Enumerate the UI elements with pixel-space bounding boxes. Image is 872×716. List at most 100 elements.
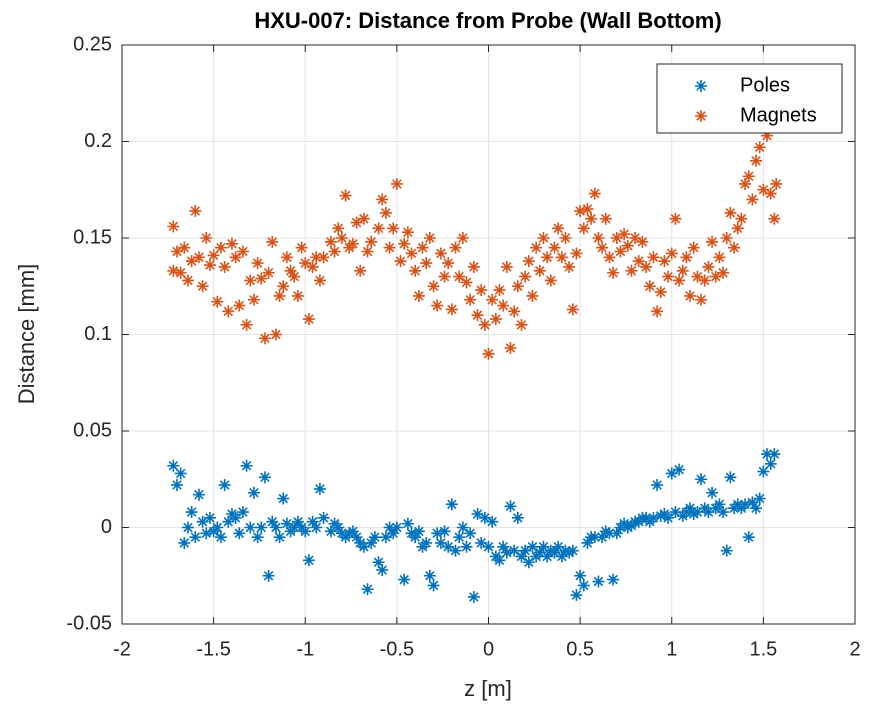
data-point [566,303,579,316]
data-point [497,299,510,312]
data-point [310,251,323,264]
data-point [555,251,568,264]
data-point [409,531,422,544]
y-tick-label: 0.2 [84,130,112,152]
y-tick-label: 0.1 [84,323,112,345]
data-point [563,546,576,559]
data-point [511,280,524,293]
data-point [442,257,455,270]
data-point [486,515,499,528]
data-point [552,222,565,235]
data-point [288,270,301,283]
data-point [676,264,689,277]
data-point [526,289,539,302]
data-point [218,479,231,492]
x-axis-label: z [m] [464,676,512,701]
data-point [658,255,671,268]
data-point [214,241,227,254]
data-point [310,521,323,534]
data-point [258,332,271,345]
data-point [511,511,524,524]
data-point [640,260,653,273]
data-point [251,257,264,270]
data-point [482,347,495,360]
x-tick-label: 1 [666,638,677,660]
data-point [464,293,477,306]
data-point [401,517,414,530]
data-point [581,536,594,549]
data-point [343,527,356,540]
data-point [662,270,675,283]
data-point [277,492,290,505]
data-point [504,500,517,513]
data-point [244,274,257,287]
data-point [383,241,396,254]
y-tick-label: 0 [101,516,112,538]
data-point [332,521,345,534]
data-point [365,536,378,549]
data-point [211,521,224,534]
data-point [192,488,205,501]
data-point [555,550,568,563]
data-point [365,235,378,248]
data-point [236,245,249,258]
data-point [559,232,572,244]
data-point [313,482,326,495]
data-point [493,554,506,567]
data-point [387,222,400,235]
data-point [526,540,539,553]
data-point [324,525,337,538]
data-point [387,527,400,540]
data-point [757,465,770,478]
data-point [456,521,469,534]
data-point [317,511,330,524]
data-point [339,189,352,202]
data-point [350,531,363,544]
legend: Poles Magnets [656,63,843,134]
data-point [412,525,425,538]
data-point [460,276,473,289]
data-point [691,506,704,519]
data-point [317,251,330,264]
data-point [753,141,766,154]
data-point [607,266,620,279]
data-point [178,536,191,549]
data-point [651,479,664,492]
data-point [398,573,411,586]
data-point [431,299,444,312]
data-point [504,342,517,355]
data-point [269,521,282,534]
data-point [266,235,279,248]
data-point [372,222,385,235]
data-point [636,235,649,248]
data-point [284,264,297,277]
data-point [203,511,216,524]
x-tick-label: 2 [849,638,860,660]
data-point [493,284,506,297]
data-point [420,257,433,270]
data-point [420,536,433,549]
data-point [236,506,249,519]
data-point [764,187,777,200]
data-point [574,569,587,582]
data-point [482,540,495,553]
data-point [581,203,594,216]
data-point [750,502,763,515]
data-point [427,280,440,293]
y-tick-label: 0.15 [73,226,112,248]
data-point [603,251,616,264]
data-point [280,517,293,530]
data-point [335,232,348,244]
data-point [167,264,180,277]
data-point [192,251,205,264]
data-point [361,245,374,258]
data-point [610,232,623,244]
data-point [379,206,392,219]
x-tick-label: -1.5 [196,638,230,660]
data-point [354,264,367,277]
data-point [673,463,686,476]
data-point [684,502,697,515]
data-point [376,193,389,206]
data-point [302,313,315,326]
data-point [244,521,257,534]
